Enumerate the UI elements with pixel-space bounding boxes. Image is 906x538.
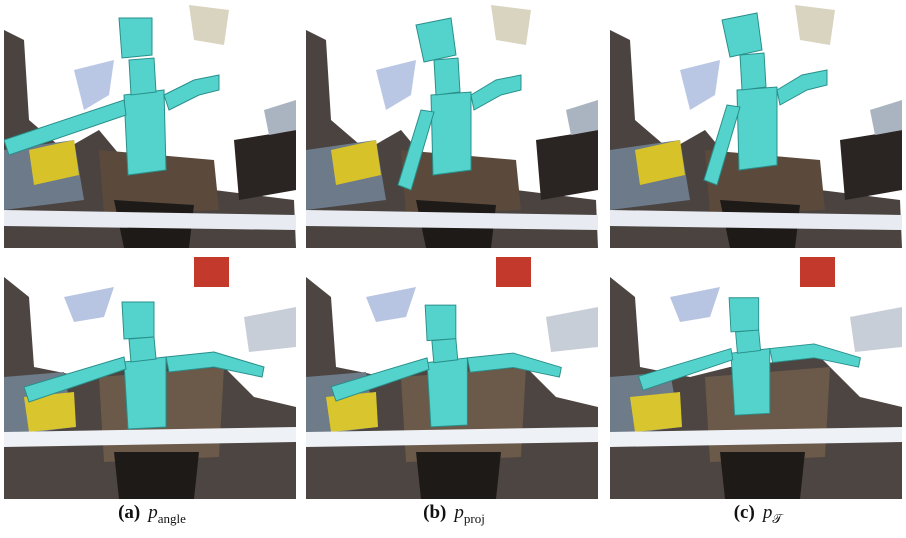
caption-symbol: p [454,502,464,523]
caption-subscript: 𝒯 [772,511,782,526]
panel [306,257,598,499]
panels [0,0,906,500]
caption: (b) pproj [306,502,602,527]
caption-subscript: proj [464,511,485,526]
caption-label: (b) [423,502,446,523]
panel [610,257,902,499]
panel [306,0,598,248]
caption-symbol: p [148,502,158,523]
panel [4,257,296,499]
caption-label: (a) [118,502,140,523]
panel [610,0,902,248]
caption-label: (c) [734,502,755,523]
caption-symbol: p [763,502,773,523]
caption: (c) p𝒯 [610,502,906,527]
caption: (a) pangle [4,502,300,527]
caption-subscript: angle [158,511,186,526]
figure: (a)pangle (b)pproj (c)p𝒯 [0,0,906,538]
panel [4,0,296,248]
